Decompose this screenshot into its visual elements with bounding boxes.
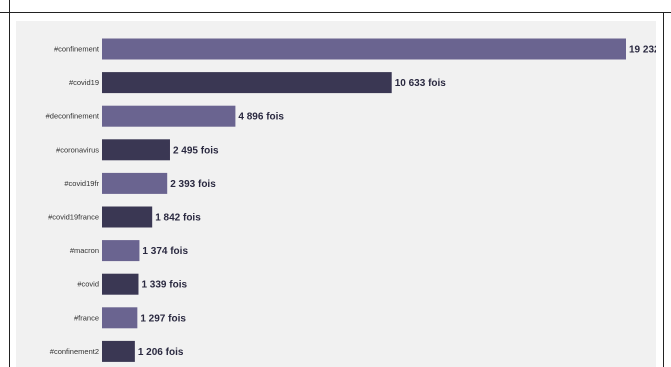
value-label: 1 297 fois bbox=[140, 313, 186, 324]
frame-left-border bbox=[9, 0, 10, 367]
category-label: #deconfinement bbox=[46, 112, 100, 121]
bar bbox=[102, 172, 168, 194]
bar bbox=[102, 340, 135, 362]
category-label: #covid19fr bbox=[64, 179, 99, 188]
value-label: 2 393 fois bbox=[170, 179, 216, 190]
bar bbox=[102, 139, 170, 161]
value-label: 4 896 fois bbox=[238, 112, 284, 123]
category-label: #macron bbox=[70, 246, 99, 255]
value-label: 1 206 fois bbox=[138, 347, 184, 358]
bar bbox=[102, 206, 153, 228]
category-label: #confinement bbox=[54, 45, 100, 54]
value-label: 10 633 fois bbox=[395, 78, 447, 89]
bar bbox=[102, 240, 140, 262]
category-label: #covid bbox=[77, 280, 99, 289]
category-label: #france bbox=[74, 313, 99, 322]
category-label: #confinement2 bbox=[50, 347, 99, 356]
value-label: 1 374 fois bbox=[142, 246, 188, 257]
value-label: 1 842 fois bbox=[155, 213, 201, 224]
bar bbox=[102, 38, 626, 60]
frame-right-border bbox=[663, 12, 664, 367]
frame-top-border bbox=[0, 12, 671, 13]
bar bbox=[102, 307, 138, 329]
bar bbox=[102, 72, 392, 94]
bar bbox=[102, 273, 139, 295]
category-label: #covid19france bbox=[48, 213, 99, 222]
category-label: #covid19 bbox=[69, 78, 99, 87]
bar bbox=[102, 105, 236, 127]
value-label: 19 232 fois bbox=[629, 45, 671, 56]
category-label: #coronavirus bbox=[56, 145, 99, 154]
value-label: 2 495 fois bbox=[173, 145, 219, 156]
value-label: 1 339 fois bbox=[141, 280, 187, 291]
